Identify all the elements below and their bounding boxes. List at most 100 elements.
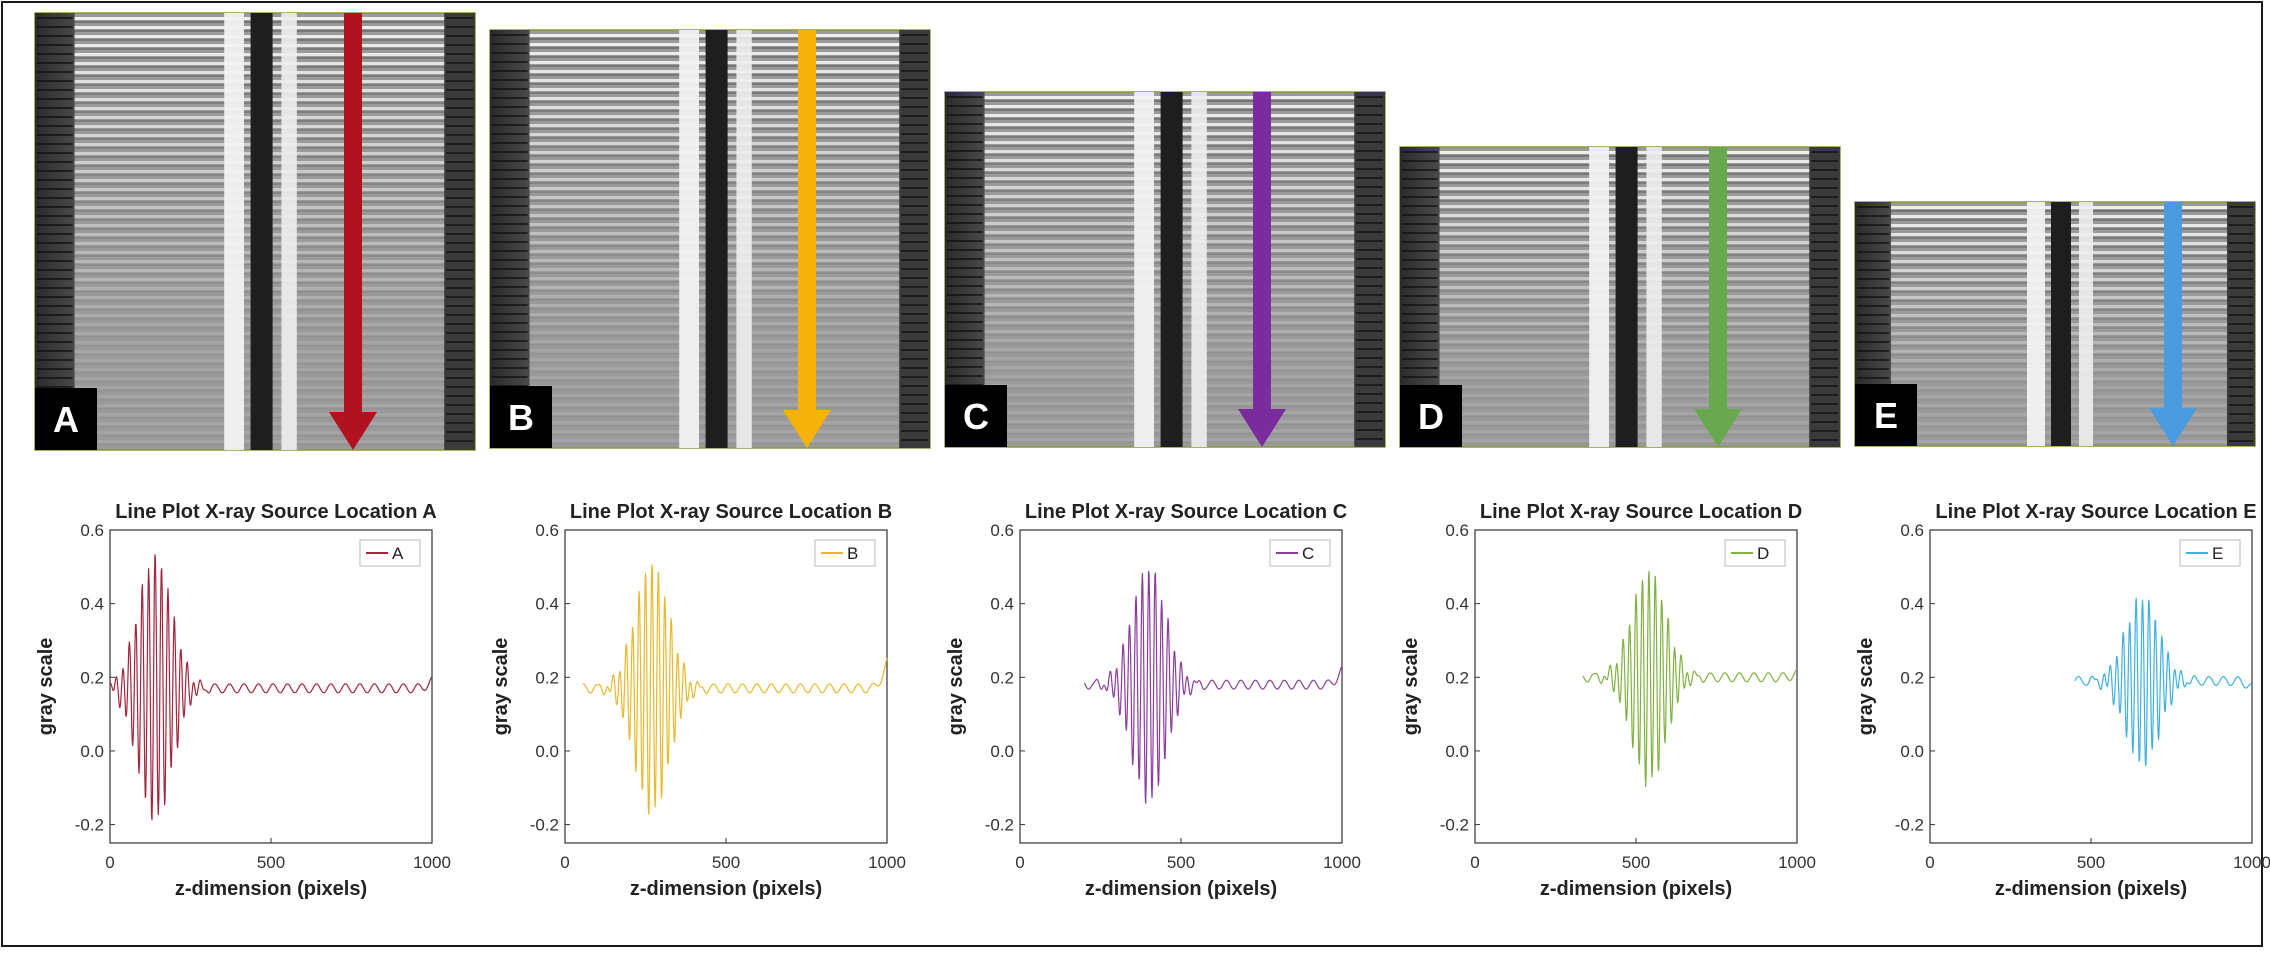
image-band-stripe — [446, 368, 473, 370]
projection-image-d: D — [1399, 146, 1841, 448]
image-band-stripe — [901, 124, 928, 126]
image-band-stripe — [1402, 286, 1438, 288]
image-band-stripe — [901, 439, 928, 441]
image-left-band — [35, 13, 75, 450]
series-line-e — [2074, 597, 2252, 767]
image-band-stripe — [37, 170, 73, 172]
image-band-stripe — [446, 296, 473, 298]
series-line-c — [1083, 570, 1343, 804]
image-band-stripe — [1811, 421, 1838, 423]
x-tick-label: 1000 — [1778, 853, 1816, 872]
plot-axes-box — [1474, 529, 1798, 844]
image-band-stripe — [446, 215, 473, 217]
x-tick-label: 1000 — [413, 853, 451, 872]
image-band-stripe — [37, 278, 73, 280]
image-band-stripe — [947, 132, 983, 134]
image-band-stripe — [37, 143, 73, 145]
image-band-stripe — [1402, 196, 1438, 198]
image-band-stripe — [446, 53, 473, 55]
image-band-stripe — [947, 258, 983, 260]
image-band-stripe — [1811, 322, 1838, 324]
line-plot-d: Line Plot X-ray Source Location D -0.2 0.0… — [1400, 501, 1816, 900]
image-band-stripe — [947, 339, 983, 341]
y-tick-label: 0.4 — [80, 595, 104, 614]
x-tick-label: 500 — [2077, 853, 2105, 872]
image-band-stripe — [446, 242, 473, 244]
image-band-stripe — [37, 89, 73, 91]
image-band-stripe — [2229, 323, 2253, 325]
image-band-stripe — [1356, 330, 1383, 332]
y-tick-label: 0.4 — [1445, 595, 1469, 614]
image-band-stripe — [1356, 141, 1383, 143]
plot-title: Line Plot X-ray Source Location A — [115, 501, 437, 523]
image-band-stripe — [1811, 349, 1838, 351]
image-band-stripe — [1811, 394, 1838, 396]
image-band-stripe — [446, 125, 473, 127]
line-plot-e: Line Plot X-ray Source Location E -0.2 0.0… — [1855, 501, 2270, 900]
image-band-stripe — [37, 377, 73, 379]
image-band-stripe — [1857, 215, 1889, 217]
image-band-stripe — [2229, 287, 2253, 289]
image-band-stripe — [901, 421, 928, 423]
image-band-stripe — [1811, 331, 1838, 333]
image-band-stripe — [1857, 242, 1889, 244]
image-band-stripe — [901, 277, 928, 279]
image-band-stripe — [492, 349, 528, 351]
plot-axes-box — [1929, 529, 2253, 844]
image-band-stripe — [1402, 349, 1438, 351]
legend-label: D — [1757, 544, 1769, 563]
x-axis-label: z-dimension (pixels) — [630, 878, 822, 900]
image-band-stripe — [1356, 96, 1383, 98]
image-band-stripe — [446, 44, 473, 46]
image-bright-column — [736, 30, 752, 448]
image-band-stripe — [492, 331, 528, 333]
image-band-stripe — [1811, 430, 1838, 432]
y-axis-label: gray scale — [1855, 638, 1877, 736]
image-band-stripe — [37, 134, 73, 136]
arrow-head — [2149, 408, 2197, 446]
image-band-stripe — [947, 96, 983, 98]
panel-label-box — [1400, 385, 1462, 447]
x-axis-label: z-dimension (pixels) — [1995, 878, 2187, 900]
x-axis-label: z-dimension (pixels) — [1085, 878, 1277, 900]
image-band-stripe — [1857, 359, 1889, 361]
arrow-shaft — [1709, 147, 1727, 409]
arrow-shaft — [1253, 92, 1271, 409]
image-band-stripe — [1356, 357, 1383, 359]
image-band-stripe — [446, 35, 473, 37]
panel-label-box — [490, 386, 552, 448]
image-band-stripe — [1356, 222, 1383, 224]
image-band-stripe — [1811, 259, 1838, 261]
y-axis-label: gray scale — [1400, 638, 1422, 736]
y-tick-label: 0.0 — [990, 742, 1014, 761]
image-band-stripe — [2229, 341, 2253, 343]
x-tick-label: 0 — [105, 853, 114, 872]
projection-image-b: B — [489, 29, 931, 449]
image-band-stripe — [901, 151, 928, 153]
image-band-stripe — [446, 260, 473, 262]
image-band-stripe — [1356, 177, 1383, 179]
y-tick-label: 0.6 — [990, 521, 1014, 540]
image-band-stripe — [37, 269, 73, 271]
image-band-stripe — [492, 133, 528, 135]
legend-label: E — [2212, 544, 2223, 563]
image-band-stripe — [492, 205, 528, 207]
y-tick-label: 0.4 — [1900, 595, 1924, 614]
plot-title: Line Plot X-ray Source Location E — [1935, 501, 2256, 523]
image-band-stripe — [1811, 313, 1838, 315]
image-band-stripe — [446, 251, 473, 253]
image-band-stripe — [446, 413, 473, 415]
y-tick-label: -0.2 — [75, 816, 104, 835]
image-band-stripe — [901, 340, 928, 342]
image-band-stripe — [446, 422, 473, 424]
image-band-stripe — [1857, 323, 1889, 325]
y-tick-label: 0.4 — [990, 595, 1014, 614]
image-band-stripe — [1811, 403, 1838, 405]
image-band-stripe — [947, 321, 983, 323]
image-band-stripe — [1356, 375, 1383, 377]
image-right-band — [444, 13, 475, 450]
image-band-stripe — [947, 168, 983, 170]
image-band-stripe — [901, 385, 928, 387]
image-band-stripe — [446, 152, 473, 154]
